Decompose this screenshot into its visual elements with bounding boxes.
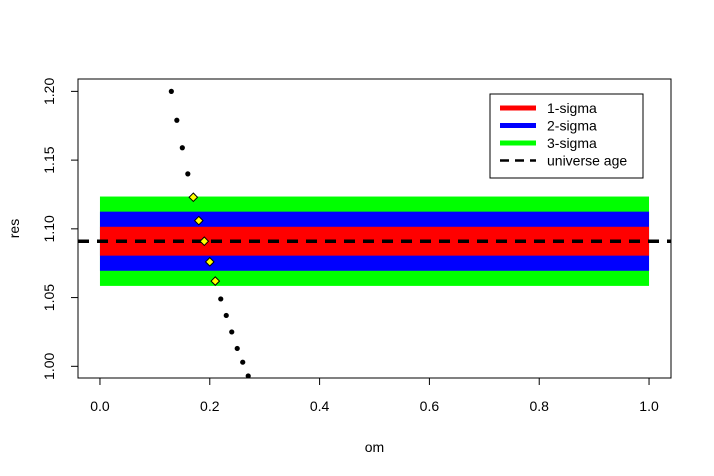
x-tick-label: 0.2 — [200, 398, 220, 414]
data-point-highlight — [199, 236, 210, 247]
y-axis-label: res — [6, 219, 22, 238]
data-point-highlight — [210, 276, 221, 286]
y-axis: 1.00 1.05 1.10 1.15 1.20 — [41, 78, 79, 380]
data-point — [168, 88, 174, 94]
data-point-highlight — [204, 256, 215, 267]
data-point-highlight — [193, 215, 204, 226]
y-tick-label: 1.10 — [41, 215, 57, 242]
legend-label: 3-sigma — [547, 135, 597, 151]
data-point — [234, 345, 240, 352]
data-point — [223, 312, 229, 319]
data-points — [168, 88, 251, 379]
data-point — [229, 329, 235, 335]
data-point — [174, 117, 180, 123]
x-tick-label: 1.0 — [639, 398, 659, 414]
data-point — [185, 171, 191, 177]
legend-label: universe age — [547, 153, 627, 169]
y-tick-label: 1.00 — [41, 352, 57, 379]
x-tick-label: 0.4 — [310, 398, 330, 414]
x-axis-label: om — [365, 439, 384, 455]
data-point-highlight — [188, 192, 199, 203]
data-point — [218, 296, 224, 302]
legend-label: 2-sigma — [547, 118, 597, 134]
y-tick-label: 1.05 — [41, 284, 57, 311]
x-tick-label: 0.8 — [529, 398, 549, 414]
y-tick-label: 1.15 — [41, 146, 57, 173]
x-tick-label: 0.6 — [420, 398, 440, 414]
data-point — [245, 373, 251, 379]
legend-label: 1-sigma — [547, 100, 597, 116]
data-point — [179, 145, 185, 151]
y-tick-label: 1.20 — [41, 78, 57, 105]
x-axis: 0.0 0.2 0.4 0.6 0.8 1.0 — [90, 377, 659, 414]
data-point — [240, 359, 246, 365]
x-tick-label: 0.0 — [90, 398, 110, 414]
